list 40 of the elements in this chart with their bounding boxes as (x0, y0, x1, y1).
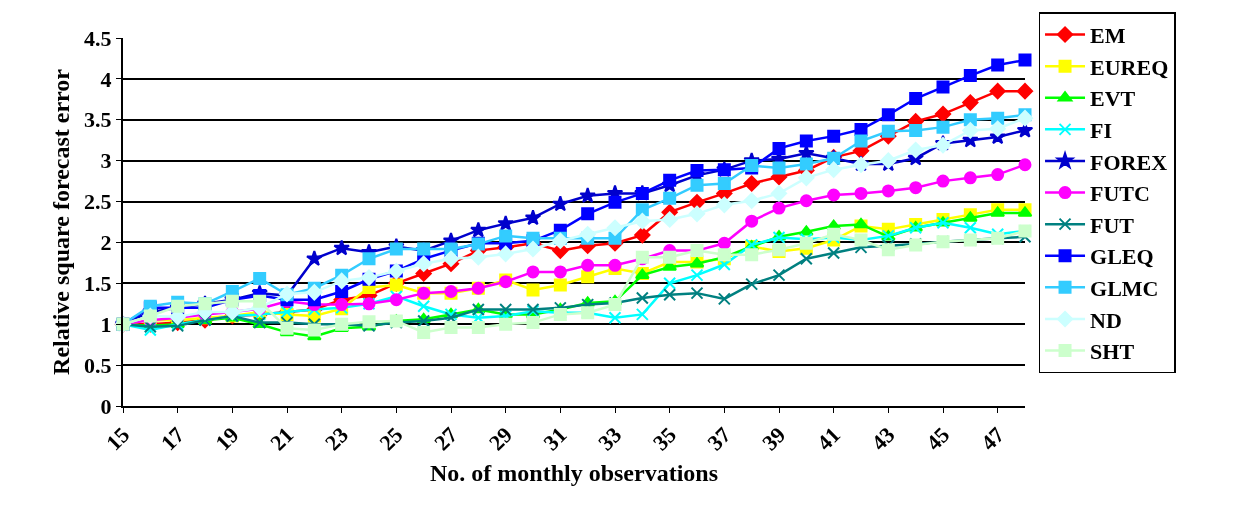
legend-label: EVT (1090, 86, 1136, 112)
x-tick-label: 33 (593, 422, 627, 456)
legend-label: FUTC (1090, 181, 1150, 207)
x-tick-label: 25 (374, 422, 408, 456)
x-tick-label: 47 (975, 422, 1009, 456)
y-tick-label: 1 (100, 311, 112, 337)
x-tick-label: 43 (866, 422, 900, 456)
x-tick-label: 19 (210, 422, 244, 456)
legend-label: FI (1090, 117, 1113, 143)
x-tick-label: 39 (757, 422, 791, 456)
y-tick-label: 0 (100, 393, 112, 419)
y-tick-label: 0.5 (84, 352, 112, 378)
y-tick-label: 1.5 (84, 271, 112, 297)
x-tick-label: 29 (483, 422, 517, 456)
legend-label: SHT (1090, 339, 1135, 365)
y-tick-label: 2.5 (84, 189, 112, 215)
legend-label: ND (1090, 307, 1122, 333)
y-tick-label: 2 (100, 230, 112, 256)
y-tick-label: 4 (100, 66, 112, 92)
x-tick-label: 17 (155, 422, 189, 456)
x-tick-label: 41 (811, 422, 845, 456)
x-tick-label: 23 (319, 422, 353, 456)
legend-label: FOREX (1090, 149, 1168, 175)
legend-label: FUT (1090, 212, 1135, 238)
x-tick-label: 15 (101, 422, 135, 456)
legend-label: GLEQ (1090, 244, 1154, 270)
x-tick-label: 21 (265, 422, 299, 456)
x-tick-label: 45 (921, 422, 955, 456)
x-axis-title: No. of monthly observations (429, 460, 719, 487)
legend-label: GLMC (1090, 275, 1159, 301)
x-tick-label: 37 (702, 422, 736, 456)
legend-label: EUREQ (1090, 54, 1169, 80)
y-tick-label: 3.5 (84, 107, 112, 133)
x-tick-label: 31 (538, 422, 572, 456)
y-tick-label: 4.5 (84, 25, 112, 51)
x-tick-label: 27 (429, 422, 463, 456)
y-axis-title: Relative square forecast error (47, 68, 74, 375)
legend-label: EM (1090, 23, 1126, 49)
y-tick-label: 3 (100, 148, 112, 174)
x-tick-label: 35 (647, 422, 681, 456)
